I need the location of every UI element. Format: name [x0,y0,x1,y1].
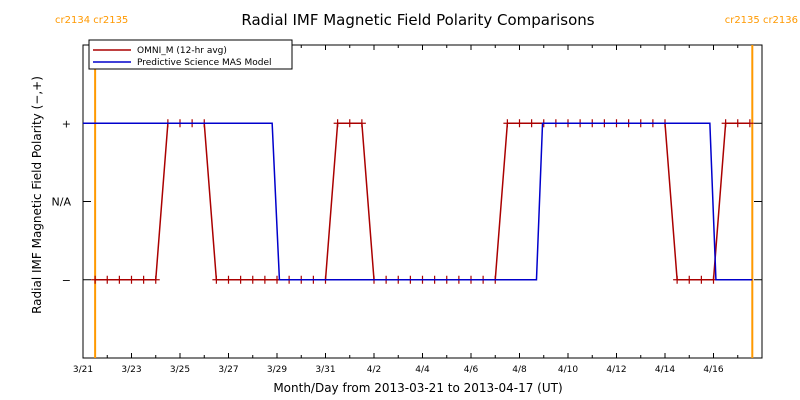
series-layer [83,119,754,284]
x-tick-label: 4/14 [655,365,675,375]
legend-label: Predictive Science MAS Model [137,58,272,68]
legend: OMNI_M (12-hr avg) Predictive Science MAS… [88,39,293,70]
carrington-label: cr2135 cr2136 [725,15,798,26]
y-axis-label: Radial IMF Magnetic Field Polarity (−,+) [30,76,44,314]
y-tick-label: + [62,117,71,130]
carrington-markers: cr2134 cr2135 cr2135 cr2136 [55,15,798,358]
x-tick-label: 4/16 [703,365,723,375]
x-tick-label: 4/2 [367,365,381,375]
x-axis-label: Month/Day from 2013-03-21 to 2013-04-17 … [273,381,562,395]
x-tick-label: 4/8 [512,365,527,375]
x-tick-label: 3/25 [170,365,190,375]
x-tick-label: 3/27 [218,365,238,375]
y-tick-label: − [62,274,71,287]
x-tick-label: 4/10 [558,365,578,375]
carrington-label: cr2134 cr2135 [55,15,128,26]
x-tick-label: 3/29 [267,365,287,375]
legend-label: OMNI_M (12-hr avg) [137,46,227,56]
series-line-1 [83,122,753,281]
plot-frame [82,44,763,359]
chart-title: Radial IMF Magnetic Field Polarity Compa… [241,11,594,29]
x-tick-label: 3/21 [73,365,93,375]
x-tick-label: 3/23 [121,365,141,375]
legend-box [88,39,293,70]
x-tick-label: 4/6 [464,365,479,375]
axes-layer: 3/21 3/23 3/25 3/27 3/29 3/31 4/2 4/4 4/6 4/8 4/10… [52,45,763,375]
x-tick-label: 4/12 [606,365,626,375]
y-tick-label: N/A [52,196,72,209]
x-tick-label: 3/31 [315,365,335,375]
x-tick-label: 4/4 [415,365,430,375]
series-line-0 [95,122,750,281]
